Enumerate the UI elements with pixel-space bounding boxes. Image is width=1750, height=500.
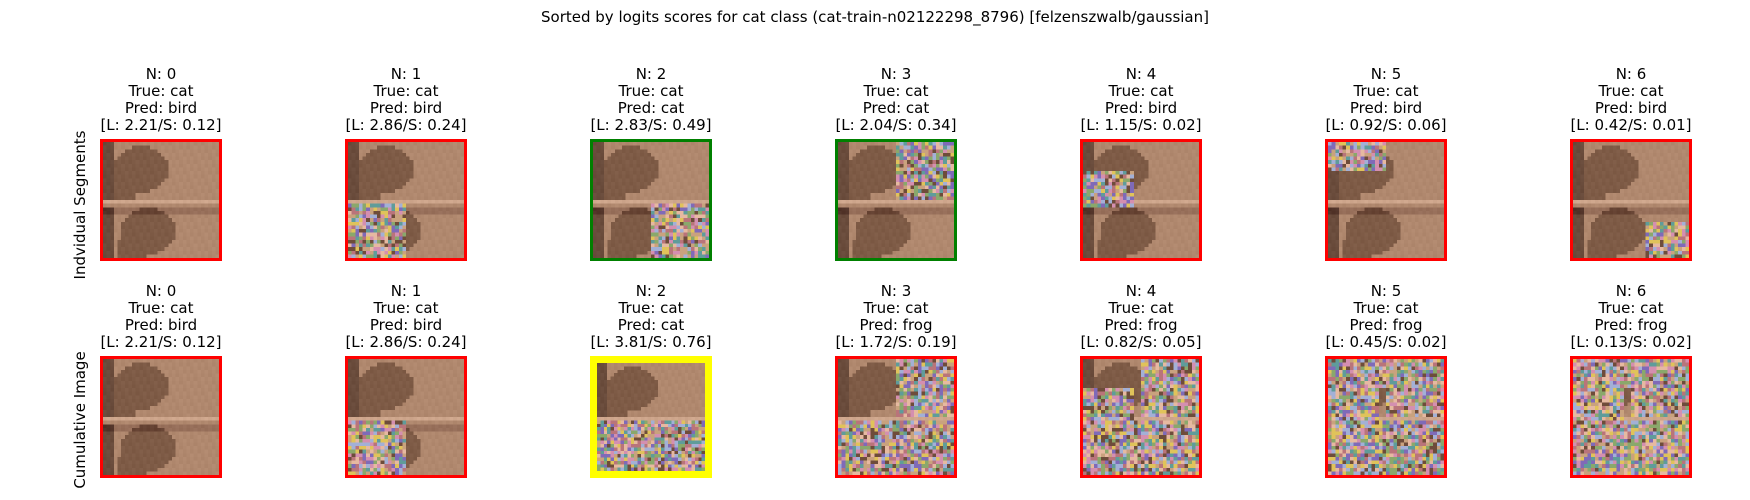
panel-title: N: 4 True: cat Pred: bird [L: 1.15/S: 0.02]	[1041, 66, 1241, 134]
panel-title: N: 3 True: cat Pred: frog [L: 1.72/S: 0.19]	[796, 283, 996, 351]
panel-true-label: True: cat	[1598, 82, 1664, 100]
panel-true-label: True: cat	[618, 299, 684, 317]
panel-pred-label: Pred: bird	[124, 316, 198, 334]
panel-title: N: 2 True: cat Pred: cat [L: 2.83/S: 0.49]	[551, 66, 751, 134]
panel-n-label: N: 2	[635, 65, 667, 83]
panel-title: N: 0 True: cat Pred: bird [L: 2.21/S: 0.12]	[61, 283, 261, 351]
panel-score-label: [L: 3.81/S: 0.76]	[590, 333, 712, 351]
panel-true-label: True: cat	[373, 299, 439, 317]
panel-true-label: True: cat	[1108, 299, 1174, 317]
panel-n-label: N: 5	[1370, 65, 1402, 83]
panel-title: N: 1 True: cat Pred: bird [L: 2.86/S: 0.24]	[306, 66, 506, 134]
panel-title: N: 6 True: cat Pred: frog [L: 0.13/S: 0.02]	[1531, 283, 1731, 351]
panel-image	[100, 356, 222, 478]
panel-image	[1080, 356, 1202, 478]
panel-image	[345, 139, 467, 261]
panel-n-label: N: 6	[1615, 65, 1647, 83]
panel-pred-label: Pred: frog	[859, 316, 933, 334]
panel-pred-label: Pred: frog	[1594, 316, 1668, 334]
panel-n-label: N: 2	[635, 282, 667, 300]
panel-score-label: [L: 2.21/S: 0.12]	[100, 333, 222, 351]
panel-pred-label: Pred: bird	[369, 99, 443, 117]
panel-pred-label: Pred: bird	[1349, 99, 1423, 117]
panel-title: N: 4 True: cat Pred: frog [L: 0.82/S: 0.05]	[1041, 283, 1241, 351]
panel-image	[100, 139, 222, 261]
panel-score-label: [L: 0.92/S: 0.06]	[1325, 116, 1447, 134]
panel-score-label: [L: 0.45/S: 0.02]	[1325, 333, 1447, 351]
panel-true-label: True: cat	[128, 82, 194, 100]
panel-image	[1080, 139, 1202, 261]
panel-true-label: True: cat	[373, 82, 439, 100]
panel-pred-label: Pred: bird	[1594, 99, 1668, 117]
panel-score-label: [L: 2.86/S: 0.24]	[345, 116, 467, 134]
panel-pred-label: Pred: bird	[369, 316, 443, 334]
panel-score-label: [L: 2.21/S: 0.12]	[100, 116, 222, 134]
panel-score-label: [L: 2.83/S: 0.49]	[590, 116, 712, 134]
panel-title: N: 5 True: cat Pred: bird [L: 0.92/S: 0.06]	[1286, 66, 1486, 134]
panel-score-label: [L: 0.82/S: 0.05]	[1080, 333, 1202, 351]
panel-n-label: N: 3	[880, 282, 912, 300]
figure-title: Sorted by logits scores for cat class (c…	[541, 8, 1209, 26]
panel-true-label: True: cat	[618, 82, 684, 100]
panel-image	[345, 356, 467, 478]
panel-pred-label: Pred: bird	[124, 99, 198, 117]
panel-title: N: 5 True: cat Pred: frog [L: 0.45/S: 0.02]	[1286, 283, 1486, 351]
panel-n-label: N: 5	[1370, 282, 1402, 300]
panel-n-label: N: 1	[390, 282, 422, 300]
panel-image	[835, 139, 957, 261]
panel-image	[1570, 139, 1692, 261]
panel-image	[1570, 356, 1692, 478]
panel-true-label: True: cat	[128, 299, 194, 317]
panel-pred-label: Pred: cat	[862, 99, 930, 117]
panel-title: N: 1 True: cat Pred: bird [L: 2.86/S: 0.24]	[306, 283, 506, 351]
panel-n-label: N: 6	[1615, 282, 1647, 300]
panel-pred-label: Pred: frog	[1349, 316, 1423, 334]
panel-pred-label: Pred: frog	[1104, 316, 1178, 334]
panel-score-label: [L: 0.42/S: 0.01]	[1570, 116, 1692, 134]
panel-true-label: True: cat	[863, 82, 929, 100]
panel-true-label: True: cat	[1108, 82, 1174, 100]
panel-true-label: True: cat	[863, 299, 929, 317]
panel-image	[590, 139, 712, 261]
panel-n-label: N: 3	[880, 65, 912, 83]
panel-image	[1325, 356, 1447, 478]
panel-image	[1325, 139, 1447, 261]
panel-score-label: [L: 1.15/S: 0.02]	[1080, 116, 1202, 134]
panel-true-label: True: cat	[1353, 299, 1419, 317]
panel-score-label: [L: 1.72/S: 0.19]	[835, 333, 957, 351]
panel-pred-label: Pred: bird	[1104, 99, 1178, 117]
panel-score-label: [L: 2.86/S: 0.24]	[345, 333, 467, 351]
panel-image	[590, 356, 712, 478]
row-label-individual-segments: Indvidual Segments	[71, 130, 89, 280]
panel-true-label: True: cat	[1353, 82, 1419, 100]
panel-score-label: [L: 0.13/S: 0.02]	[1570, 333, 1692, 351]
panel-title: N: 3 True: cat Pred: cat [L: 2.04/S: 0.34]	[796, 66, 996, 134]
panel-n-label: N: 4	[1125, 65, 1157, 83]
panel-pred-label: Pred: cat	[617, 99, 685, 117]
panel-image	[835, 356, 957, 478]
panel-n-label: N: 4	[1125, 282, 1157, 300]
row-label-cumulative-image: Cumulative Image	[71, 351, 89, 489]
panel-title: N: 0 True: cat Pred: bird [L: 2.21/S: 0.12]	[61, 66, 261, 134]
panel-title: N: 2 True: cat Pred: cat [L: 3.81/S: 0.76]	[551, 283, 751, 351]
panel-n-label: N: 0	[145, 282, 177, 300]
panel-score-label: [L: 2.04/S: 0.34]	[835, 116, 957, 134]
panel-title: N: 6 True: cat Pred: bird [L: 0.42/S: 0.01]	[1531, 66, 1731, 134]
panel-n-label: N: 1	[390, 65, 422, 83]
panel-true-label: True: cat	[1598, 299, 1664, 317]
panel-n-label: N: 0	[145, 65, 177, 83]
panel-pred-label: Pred: cat	[617, 316, 685, 334]
